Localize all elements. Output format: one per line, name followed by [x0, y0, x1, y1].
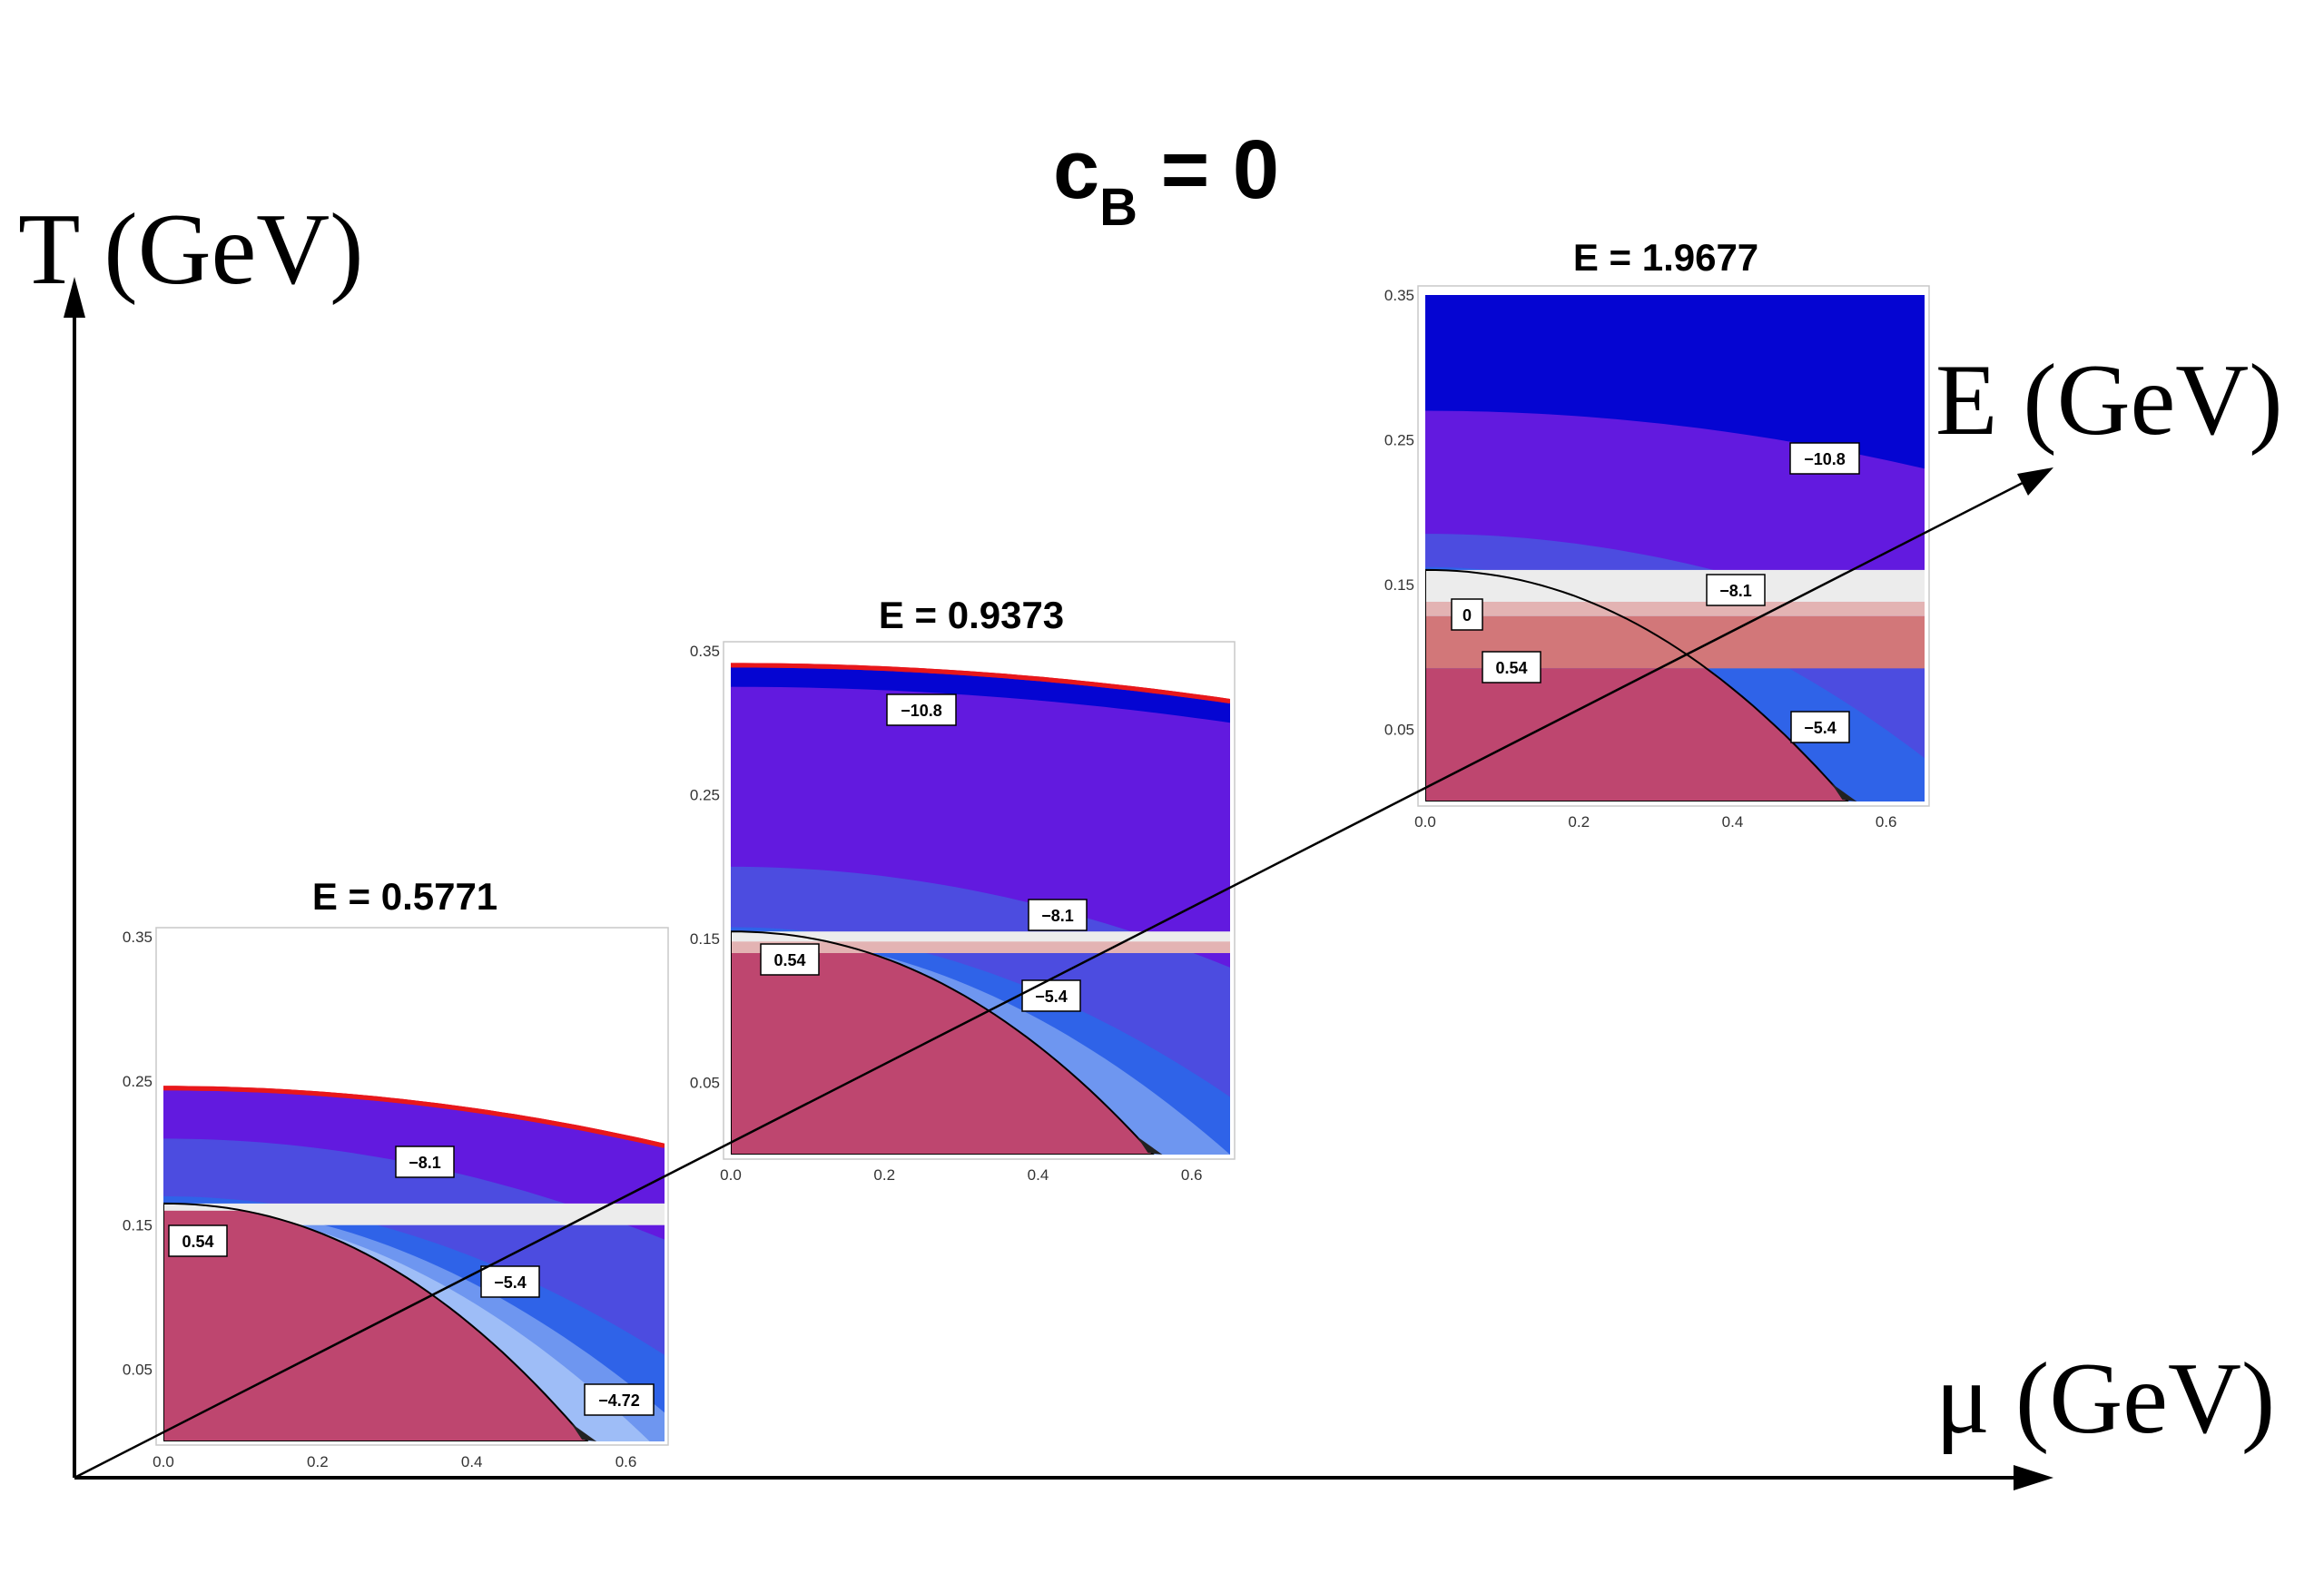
panel-title: E = 1.9677	[1573, 236, 1758, 279]
contour-label-text: −4.72	[598, 1391, 640, 1410]
contour-label: −8.1	[1706, 574, 1766, 606]
contour-label-box	[584, 1383, 655, 1416]
contour-label: −5.4	[1790, 711, 1850, 743]
y-tick-label: 0.35	[690, 643, 720, 660]
contour-label-text: −8.1	[1719, 582, 1752, 600]
contour-label-text: −5.4	[494, 1273, 527, 1292]
panel-title: E = 0.9373	[879, 594, 1064, 636]
mu-axis-arrowhead	[2014, 1465, 2053, 1490]
endpoint-spikes	[571, 1423, 597, 1441]
phase-boundary-line	[163, 1202, 589, 1441]
y-tick-label: 0.15	[690, 930, 720, 948]
y-tick-label: 0.05	[123, 1362, 153, 1379]
contour-label-text: −10.8	[901, 702, 942, 720]
contour-label-text: −10.8	[1804, 450, 1846, 468]
e-axis-line	[74, 481, 2024, 1480]
panel-title: E = 0.5771	[312, 875, 497, 918]
contour-label-box	[760, 943, 820, 976]
contour-label-text: −8.1	[1041, 907, 1074, 925]
y-tick-label: 0.15	[123, 1217, 153, 1234]
contour-label: 0.54	[168, 1224, 228, 1257]
y-tick-label: 0.35	[1384, 287, 1414, 304]
contour-label-text: 0.54	[773, 951, 805, 969]
contour-label-box	[480, 1265, 540, 1298]
y-tick-label: 0.35	[123, 929, 153, 946]
red-boundary-line-top	[163, 1086, 665, 1148]
plot-area	[163, 937, 665, 1441]
contour-label-box	[395, 1146, 455, 1178]
contour-label-box	[168, 1224, 228, 1257]
x-tick-label: 0.0	[1414, 813, 1436, 831]
x-tick-label: 0.6	[1876, 813, 1897, 831]
contour-label-box	[886, 693, 957, 726]
contour-label-text: 0	[1462, 606, 1472, 624]
y-tick-label: 0.25	[123, 1073, 153, 1090]
contour-label-text: −8.1	[409, 1154, 441, 1172]
band-pale	[1425, 569, 1925, 602]
x-tick-label: 0.0	[153, 1453, 174, 1470]
empty-region	[731, 651, 1230, 697]
contour-label-box	[1706, 574, 1766, 606]
contour-panel-3: 0.0 0.2 0.4 0.6 0.05 0.15 0.25 0.35 E = 1.9677 −1…	[1384, 236, 1930, 831]
x-tick-label: 0.4	[1722, 813, 1744, 831]
contour-label-box	[1482, 651, 1541, 683]
x-tick-label: 0.4	[461, 1453, 483, 1470]
contour-label-text: 0.54	[182, 1233, 213, 1251]
contour-label-box	[1028, 899, 1088, 931]
x-tick-label: 0.0	[720, 1166, 742, 1184]
x-tick-label: 0.2	[873, 1166, 895, 1184]
contour-label: 0.54	[760, 943, 820, 976]
y-tick-label: 0.25	[690, 787, 720, 804]
t-axis-arrowhead	[64, 277, 85, 318]
y-tick-label: 0.05	[690, 1075, 720, 1092]
contour-label: 0	[1451, 598, 1483, 631]
figure-title: cB = 0	[1053, 123, 1279, 237]
x-tick-label: 0.2	[307, 1453, 329, 1470]
x-tick-label: 0.2	[1568, 813, 1590, 831]
x-tick-label: 0.6	[1181, 1166, 1203, 1184]
contour-label-box	[1789, 442, 1860, 475]
red-boundary-line-top	[731, 663, 1230, 703]
contour-label: −10.8	[886, 693, 957, 726]
contour-label-text: −5.4	[1804, 719, 1837, 737]
contour-panel-1: 0.0 0.2 0.4 0.6 0.05 0.15 0.25 0.35 E = 0.5771 0.…	[123, 875, 669, 1470]
figure-title-sub: B	[1099, 178, 1137, 237]
contour-label-box	[1451, 598, 1483, 631]
contour-label: −4.72	[584, 1383, 655, 1416]
contour-label: −5.4	[1021, 979, 1081, 1012]
contour-panel-2: 0.0 0.2 0.4 0.6 0.05 0.15 0.25 0.35 E = 0.9373 −1…	[690, 594, 1236, 1184]
endpoint-spikes	[1831, 783, 1857, 801]
y-tick-label: 0.15	[1384, 576, 1414, 594]
x-tick-label: 0.4	[1028, 1166, 1049, 1184]
contour-label: 0.54	[1482, 651, 1541, 683]
contour-label: −10.8	[1789, 442, 1860, 475]
band-pink-light	[1425, 601, 1925, 616]
contour-label: −5.4	[480, 1265, 540, 1298]
contour-label: −8.1	[1028, 899, 1088, 931]
e-axis-arrowhead	[2017, 467, 2053, 496]
figure-title-rest: = 0	[1137, 123, 1279, 216]
contour-label-text: −5.4	[1035, 988, 1068, 1006]
figure-title-main: c	[1053, 123, 1099, 216]
contour-label-box	[1021, 979, 1081, 1012]
contour-panels: 0.0 0.2 0.4 0.6 0.05 0.15 0.25 0.35 E = 0.5771 0.…	[123, 236, 1930, 1470]
y-tick-label: 0.05	[1384, 721, 1414, 738]
empty-region	[163, 937, 665, 1142]
contour-label-box	[1790, 711, 1850, 743]
phase-boundary-line	[731, 930, 1155, 1155]
contour-label-text: 0.54	[1495, 659, 1527, 677]
mu-axis-label: μ (GeV)	[1935, 1342, 2275, 1455]
plot-area	[731, 651, 1230, 1155]
band-pale	[163, 1203, 665, 1225]
contour-label: −8.1	[395, 1146, 455, 1178]
e-axis-label: E (GeV)	[1935, 344, 2282, 457]
y-tick-label: 0.25	[1384, 431, 1414, 448]
plot-area	[1425, 295, 1925, 801]
x-tick-label: 0.6	[615, 1453, 637, 1470]
endpoint-spikes	[1137, 1136, 1163, 1155]
phase-boundary-line	[1425, 568, 1849, 801]
t-axis-label: T (GeV)	[18, 193, 363, 306]
